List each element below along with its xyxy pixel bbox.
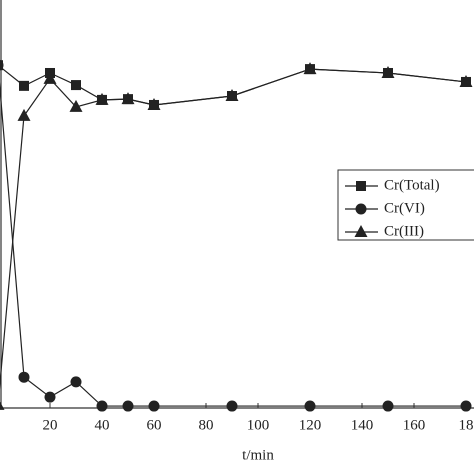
marker xyxy=(96,400,108,412)
x-tick-label: 140 xyxy=(351,417,374,433)
marker xyxy=(43,71,57,84)
marker xyxy=(122,400,134,412)
marker xyxy=(382,400,394,412)
x-tick-label: 120 xyxy=(299,417,322,433)
marker xyxy=(17,108,31,121)
marker xyxy=(303,62,317,75)
legend-marker xyxy=(356,181,366,191)
legend-marker xyxy=(355,203,367,215)
marker xyxy=(19,80,29,91)
marker xyxy=(70,376,82,388)
marker xyxy=(0,60,4,71)
legend-marker xyxy=(354,225,368,237)
marker xyxy=(225,89,239,101)
marker xyxy=(147,97,161,110)
x-tick-label: 80 xyxy=(199,417,214,433)
x-tick-label: 20 xyxy=(43,417,58,433)
marker xyxy=(18,371,30,383)
x-tick-label: 18 xyxy=(459,417,474,433)
marker xyxy=(459,74,473,87)
marker xyxy=(44,391,56,403)
marker xyxy=(95,92,109,105)
x-axis-label: t/min xyxy=(242,447,274,463)
marker xyxy=(226,400,238,412)
x-tick-label: 40 xyxy=(95,417,110,433)
marker xyxy=(148,400,160,412)
x-tick-label: 60 xyxy=(147,417,162,433)
legend-label: Cr(VI) xyxy=(384,200,425,216)
x-tick-label: 160 xyxy=(403,417,426,433)
legend-label: Cr(III) xyxy=(384,223,424,239)
marker xyxy=(460,400,472,412)
x-tick-label: 100 xyxy=(247,417,270,433)
marker xyxy=(69,99,83,112)
marker xyxy=(71,80,81,91)
marker xyxy=(381,65,395,78)
legend-label: Cr(Total) xyxy=(384,177,440,193)
marker xyxy=(304,400,316,412)
marker xyxy=(0,401,5,410)
marker xyxy=(121,92,135,105)
